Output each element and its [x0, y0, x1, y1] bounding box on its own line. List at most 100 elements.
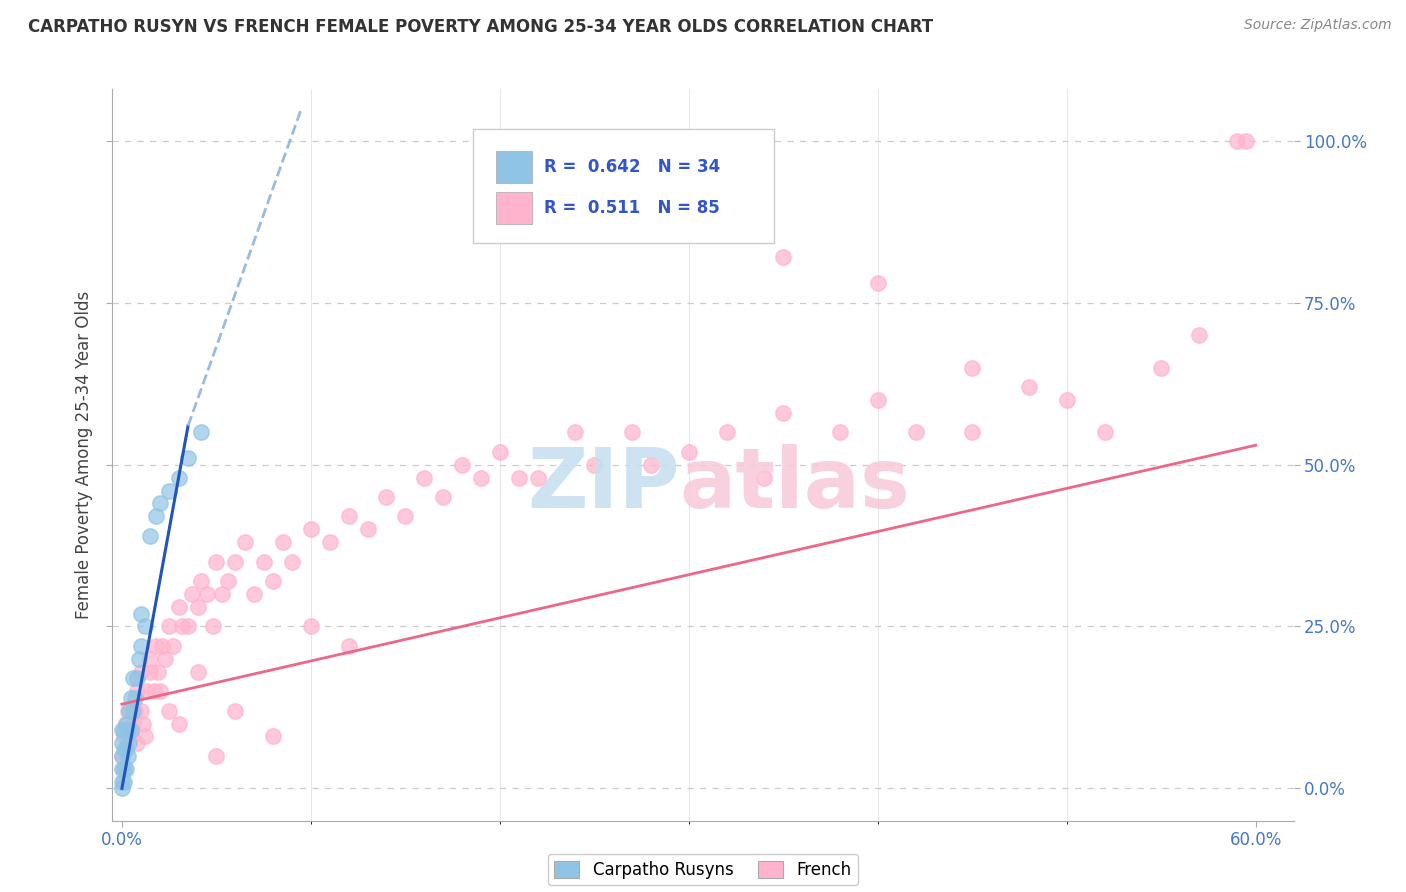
Point — [111, 748, 134, 763]
Point — [112, 723, 135, 737]
Point — [124, 690, 146, 705]
Point — [157, 704, 180, 718]
Text: ZIP: ZIP — [527, 443, 679, 524]
Point — [129, 639, 152, 653]
Point — [162, 639, 184, 653]
Text: Source: ZipAtlas.com: Source: ZipAtlas.com — [1244, 18, 1392, 32]
Point — [508, 470, 530, 484]
Point — [114, 716, 136, 731]
Point — [205, 748, 228, 763]
Point — [190, 425, 212, 440]
Text: atlas: atlas — [679, 443, 910, 524]
Point — [157, 619, 180, 633]
Point — [139, 529, 162, 543]
Point — [375, 490, 398, 504]
Point — [114, 742, 136, 756]
Point — [337, 509, 360, 524]
Point — [451, 458, 474, 472]
Legend: Carpatho Rusyns, French: Carpatho Rusyns, French — [547, 854, 859, 886]
Point — [828, 425, 851, 440]
Point — [1018, 380, 1040, 394]
Point — [962, 425, 984, 440]
Point — [134, 619, 156, 633]
Point — [128, 652, 150, 666]
Point — [583, 458, 606, 472]
Point — [143, 684, 166, 698]
Point — [122, 716, 145, 731]
Point — [1056, 392, 1078, 407]
Point — [489, 444, 512, 458]
Point — [1226, 134, 1249, 148]
Point — [114, 762, 136, 776]
Point — [319, 535, 342, 549]
Point — [1094, 425, 1116, 440]
Point — [281, 555, 304, 569]
Point — [394, 509, 416, 524]
Point — [111, 762, 134, 776]
Point — [111, 774, 134, 789]
Point — [186, 600, 208, 615]
Point — [299, 522, 322, 536]
Bar — [496, 151, 531, 183]
Point — [118, 704, 141, 718]
Point — [155, 652, 177, 666]
Point — [190, 574, 212, 589]
Point — [201, 619, 224, 633]
Point — [299, 619, 322, 633]
Point — [337, 639, 360, 653]
FancyBboxPatch shape — [472, 129, 773, 243]
Point — [205, 555, 228, 569]
Point — [111, 748, 134, 763]
Point — [139, 652, 162, 666]
Y-axis label: Female Poverty Among 25-34 Year Olds: Female Poverty Among 25-34 Year Olds — [75, 291, 93, 619]
Point — [356, 522, 378, 536]
Point — [271, 535, 294, 549]
Point — [262, 574, 284, 589]
Text: R =  0.642   N = 34: R = 0.642 N = 34 — [544, 158, 720, 176]
Point — [186, 665, 208, 679]
Point — [112, 730, 135, 744]
Point — [145, 509, 167, 524]
Point — [125, 671, 148, 685]
Point — [217, 574, 239, 589]
Point — [564, 425, 586, 440]
Point — [118, 736, 141, 750]
Point — [122, 704, 145, 718]
Point — [132, 716, 155, 731]
Text: R =  0.511   N = 85: R = 0.511 N = 85 — [544, 199, 720, 217]
Point — [167, 600, 190, 615]
Point — [149, 496, 172, 510]
Point — [195, 587, 218, 601]
Point — [117, 704, 139, 718]
Point — [432, 490, 454, 504]
Point — [233, 535, 256, 549]
Point — [413, 470, 436, 484]
Point — [167, 470, 190, 484]
Point — [470, 470, 492, 484]
Point — [772, 251, 794, 265]
Point — [111, 723, 134, 737]
Point — [224, 704, 246, 718]
Point — [866, 392, 889, 407]
Point — [122, 671, 145, 685]
Point — [904, 425, 927, 440]
Point — [145, 639, 167, 653]
Point — [1150, 360, 1173, 375]
Point — [112, 774, 135, 789]
Point — [124, 704, 146, 718]
Point — [177, 451, 200, 466]
Point — [243, 587, 266, 601]
Point — [120, 730, 142, 744]
Point — [772, 406, 794, 420]
Point — [253, 555, 276, 569]
Point — [135, 684, 157, 698]
Point — [1234, 134, 1257, 148]
Point — [640, 458, 662, 472]
Point — [224, 555, 246, 569]
Point — [211, 587, 233, 601]
Point — [716, 425, 738, 440]
Point — [149, 684, 172, 698]
Point — [678, 444, 700, 458]
Point — [621, 425, 644, 440]
Point — [117, 748, 139, 763]
